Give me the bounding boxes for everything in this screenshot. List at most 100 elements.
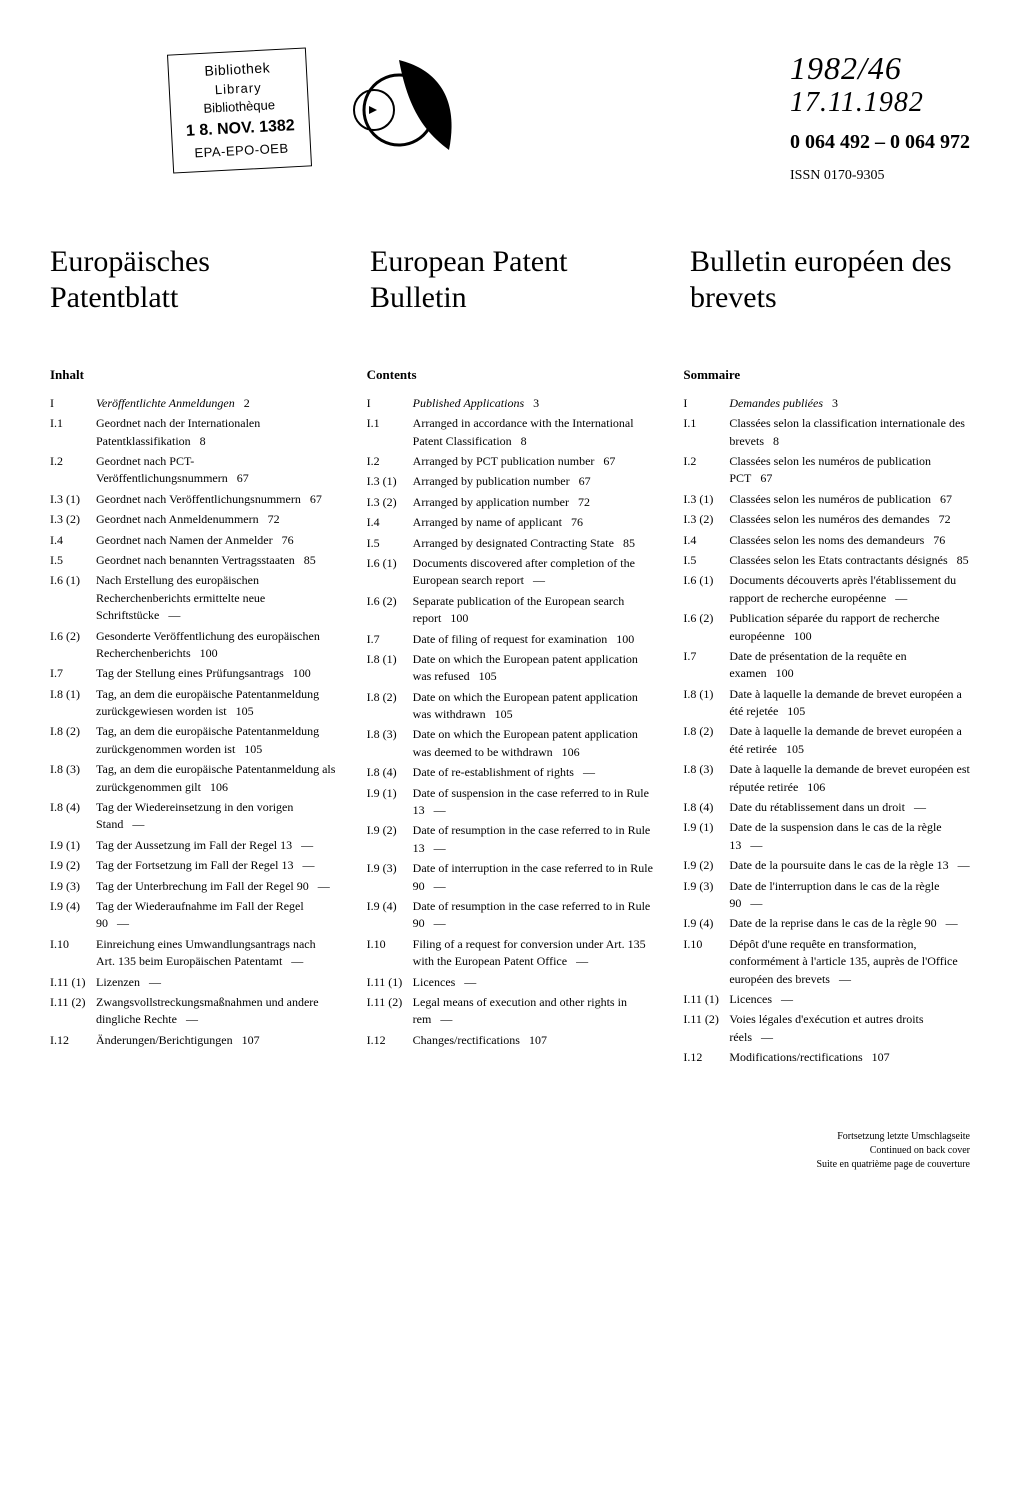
- toc-text: Tag der Stellung eines Prüfungsantrags 1…: [96, 665, 337, 682]
- toc-text: Publication séparée du rapport de recher…: [729, 610, 970, 645]
- toc-code: I.3 (1): [50, 491, 96, 508]
- toc-text: Tag der Wiederaufnahme im Fall der Regel…: [96, 898, 337, 933]
- title-text-en: European Patent Bulletin: [370, 244, 650, 316]
- toc-entry: I.8 (3)Tag, an dem die europäische Paten…: [50, 761, 337, 796]
- toc-text: Date du rétablissement dans un droit —: [729, 799, 970, 816]
- toc-code: I.4: [683, 532, 729, 549]
- toc-code: I.3 (1): [367, 473, 413, 490]
- toc-entry: I.6 (1)Documents découverts après l'étab…: [683, 572, 970, 607]
- toc-code: I.12: [50, 1032, 96, 1049]
- toc-code: I.4: [367, 514, 413, 531]
- title-de: Europäisches Patentblatt: [50, 244, 330, 316]
- toc-code: I.8 (4): [367, 764, 413, 781]
- toc-text: Date of resumption in the case referred …: [413, 822, 654, 857]
- toc-text: Classées selon les Etats contractants dé…: [729, 552, 970, 569]
- toc-text: Geordnet nach Namen der Anmelder 76: [96, 532, 337, 549]
- toc-entry: I.3 (2)Classées selon les numéros des de…: [683, 511, 970, 528]
- toc-entry: I.1Geordnet nach der Internationalen Pat…: [50, 415, 337, 450]
- toc-code: I.12: [367, 1032, 413, 1049]
- toc-text: Date de présentation de la requête en ex…: [729, 648, 970, 683]
- toc-entry: I.9 (4)Date de la reprise dans le cas de…: [683, 915, 970, 932]
- toc-entry: IPublished Applications 3: [367, 395, 654, 412]
- toc-entry: I.9 (1)Date de la suspension dans le cas…: [683, 819, 970, 854]
- toc-code: I.12: [683, 1049, 729, 1066]
- toc-text: Veröffentlichte Anmeldungen 2: [96, 395, 337, 412]
- toc-code: I.7: [367, 631, 413, 648]
- toc-text: Arranged by PCT publication number 67: [413, 453, 654, 470]
- toc-code: I.5: [683, 552, 729, 569]
- toc-column-en: Contents IPublished Applications 3I.1Arr…: [367, 366, 654, 1070]
- toc-code: I.10: [683, 936, 729, 988]
- toc-code: I.11 (1): [50, 974, 96, 991]
- toc-entry: I.2Arranged by PCT publication number 67: [367, 453, 654, 470]
- toc-entry: I.3 (1)Geordnet nach Veröffentlichungsnu…: [50, 491, 337, 508]
- toc-entry: I.7Date de présentation de la requête en…: [683, 648, 970, 683]
- toc-entry: I.4Geordnet nach Namen der Anmelder 76: [50, 532, 337, 549]
- toc-code: I.5: [367, 535, 413, 552]
- toc-text: Geordnet nach PCT-Veröffentlichungsnumme…: [96, 453, 337, 488]
- toc-entry: I.1Classées selon la classification inte…: [683, 415, 970, 450]
- toc-code: I.6 (2): [683, 610, 729, 645]
- toc-text: Date à laquelle la demande de brevet eur…: [729, 723, 970, 758]
- toc-entry: I.3 (1)Classées selon les numéros de pub…: [683, 491, 970, 508]
- toc-code: I.8 (1): [683, 686, 729, 721]
- toc-text: Geordnet nach benannten Vertragsstaaten …: [96, 552, 337, 569]
- toc-entry: I.8 (4)Date of re-establishment of right…: [367, 764, 654, 781]
- toc-text: Einreichung eines Umwandlungsantrags nac…: [96, 936, 337, 971]
- toc-code: I.7: [50, 665, 96, 682]
- toc-text: Dépôt d'une requête en transformation, c…: [729, 936, 970, 988]
- toc-text: Arranged by application number 72: [413, 494, 654, 511]
- toc-entry: I.7Date of filing of request for examina…: [367, 631, 654, 648]
- toc-code: I.6 (1): [367, 555, 413, 590]
- toc-code: I.8 (1): [50, 686, 96, 721]
- titles-row: Europäisches Patentblatt European Patent…: [50, 244, 970, 316]
- toc-entry: I.8 (2)Date à laquelle la demande de bre…: [683, 723, 970, 758]
- toc-entry: I.8 (4)Tag der Wiedereinsetzung in den v…: [50, 799, 337, 834]
- footer-line: Suite en quatrième page de couverture: [50, 1158, 970, 1172]
- toc-code: I.9 (2): [50, 857, 96, 874]
- toc-code: I.8 (2): [683, 723, 729, 758]
- toc-code: I.8 (3): [50, 761, 96, 796]
- toc-entry: I.5Geordnet nach benannten Vertragsstaat…: [50, 552, 337, 569]
- toc-code: I: [683, 395, 729, 412]
- toc-entry: I.4Classées selon les noms des demandeur…: [683, 532, 970, 549]
- toc-entry: I.7Tag der Stellung eines Prüfungsantrag…: [50, 665, 337, 682]
- toc-text: Tag, an dem die europäische Patentanmeld…: [96, 723, 337, 758]
- toc-text: Changes/rectifications 107: [413, 1032, 654, 1049]
- toc-text: Documents découverts après l'établisseme…: [729, 572, 970, 607]
- toc-entry: I.12Changes/rectifications 107: [367, 1032, 654, 1049]
- toc-entry: I.8 (1)Date on which the European patent…: [367, 651, 654, 686]
- title-en: European Patent Bulletin: [370, 244, 650, 316]
- toc-entry: I.2Geordnet nach PCT-Veröffentlichungsnu…: [50, 453, 337, 488]
- toc-list-en: IPublished Applications 3I.1Arranged in …: [367, 395, 654, 1049]
- toc-code: I.9 (3): [50, 878, 96, 895]
- toc-text: Licences —: [729, 991, 970, 1008]
- toc-code: I.9 (3): [367, 860, 413, 895]
- toc-text: Classées selon les numéros de publicatio…: [729, 491, 970, 508]
- toc-entry: I.8 (3)Date à laquelle la demande de bre…: [683, 761, 970, 796]
- toc-code: I.11 (2): [50, 994, 96, 1029]
- toc-heading-en: Contents: [367, 366, 654, 385]
- toc-entry: I.9 (1)Date of suspension in the case re…: [367, 785, 654, 820]
- toc-entry: I.8 (4)Date du rétablissement dans un dr…: [683, 799, 970, 816]
- document-range: 0 064 492 – 0 064 972: [790, 131, 970, 154]
- toc-code: I.9 (2): [683, 857, 729, 874]
- toc-text: Geordnet nach Veröffentlichungsnummern 6…: [96, 491, 337, 508]
- toc-entry: I.9 (2)Tag der Fortsetzung im Fall der R…: [50, 857, 337, 874]
- toc-entry: I.11 (2)Voies légales d'exécution et aut…: [683, 1011, 970, 1046]
- toc-text: Date of re-establishment of rights —: [413, 764, 654, 781]
- toc-row: Inhalt IVeröffentlichte Anmeldungen 2I.1…: [50, 366, 970, 1070]
- toc-code: I.6 (1): [683, 572, 729, 607]
- toc-entry: I.6 (2)Publication séparée du rapport de…: [683, 610, 970, 645]
- toc-code: I: [50, 395, 96, 412]
- toc-entry: I.8 (2)Tag, an dem die europäische Paten…: [50, 723, 337, 758]
- toc-code: I.3 (1): [683, 491, 729, 508]
- toc-text: Date of suspension in the case referred …: [413, 785, 654, 820]
- toc-entry: I.11 (1)Licences —: [367, 974, 654, 991]
- toc-text: Modifications/rectifications 107: [729, 1049, 970, 1066]
- toc-entry: I.9 (4)Date of resumption in the case re…: [367, 898, 654, 933]
- toc-code: I.9 (1): [50, 837, 96, 854]
- toc-heading-fr: Sommaire: [683, 366, 970, 385]
- toc-code: I.2: [367, 453, 413, 470]
- toc-code: I.9 (1): [367, 785, 413, 820]
